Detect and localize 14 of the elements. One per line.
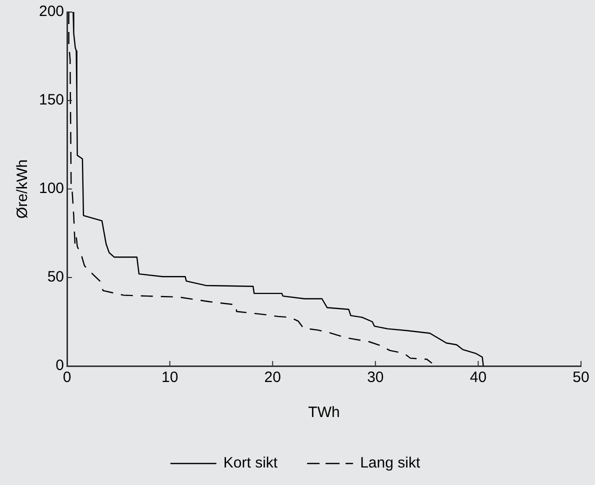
y-tick-label: 100 [38,180,64,198]
x-tick-label: 50 [572,369,590,386]
legend-label: Lang sikt [360,454,421,472]
x-tick-label: 20 [264,369,281,386]
legend-label: Kort sikt [223,454,278,472]
y-tick-label: 50 [47,268,64,286]
x-tick-label: 30 [367,369,384,386]
y-tick-label: 200 [38,3,64,20]
x-axis-title: TWh [308,404,340,422]
x-tick-label: 10 [161,369,178,386]
y-axis-title: Øre/kWh [14,159,32,219]
y-tick-label: 0 [56,357,64,374]
y-tick-label: 150 [38,92,64,109]
x-tick-label: 40 [470,369,487,386]
